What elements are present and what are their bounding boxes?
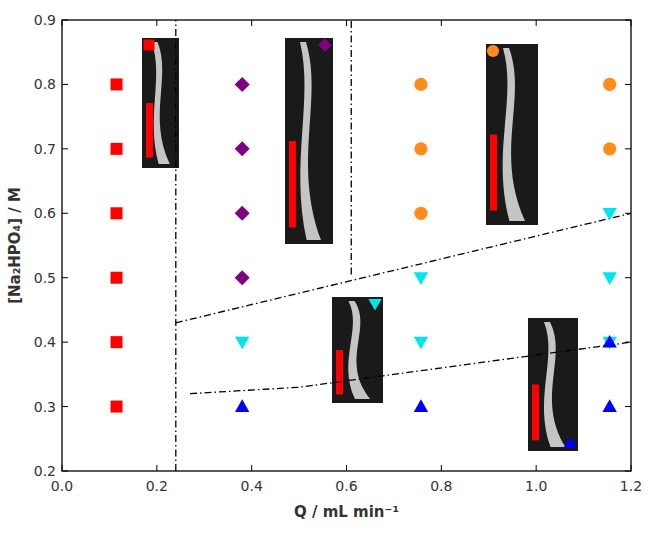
data-point	[602, 272, 616, 285]
y-axis-title: [Na₂HPO₄] / M	[6, 187, 24, 304]
y-tick	[62, 471, 68, 472]
y-tick	[62, 84, 68, 85]
data-point	[111, 207, 123, 219]
x-tick	[536, 20, 537, 26]
boundary-line	[175, 20, 176, 471]
inset-plume	[300, 42, 321, 240]
data-point	[603, 78, 616, 91]
plot-marks	[111, 20, 631, 471]
inset-plume	[544, 322, 566, 447]
y-tick	[625, 20, 631, 21]
inset-photo	[528, 318, 578, 451]
data-point	[235, 141, 250, 156]
inset-photo	[332, 297, 383, 403]
data-point	[414, 207, 427, 220]
scale-bar	[490, 135, 497, 211]
marker	[144, 40, 155, 51]
x-tick	[346, 20, 347, 26]
x-tick-label: 1.2	[620, 478, 642, 494]
y-tick	[62, 20, 68, 21]
data-point	[235, 270, 250, 285]
data-point	[111, 401, 123, 413]
data-point	[414, 399, 428, 412]
inset-plume	[503, 48, 525, 221]
y-tick	[62, 406, 68, 407]
inset-plume	[348, 301, 370, 399]
y-tick	[625, 277, 631, 278]
y-tick	[62, 148, 68, 149]
x-tick	[441, 465, 442, 471]
x-tick-label: 0.4	[241, 478, 263, 494]
y-tick-label: 0.7	[34, 141, 56, 157]
data-point	[111, 143, 123, 155]
data-point	[414, 272, 428, 285]
boundary-line	[351, 20, 352, 274]
x-tick-label: 1.0	[525, 478, 547, 494]
x-tick	[441, 20, 442, 26]
data-point	[111, 336, 123, 348]
y-tick	[625, 406, 631, 407]
x-tick-label: 0.0	[51, 478, 73, 494]
data-point	[111, 272, 123, 284]
inset-plume	[152, 42, 170, 164]
x-tick	[631, 20, 632, 26]
y-tick-label: 0.9	[34, 12, 56, 28]
x-tick	[536, 465, 537, 471]
marker	[318, 38, 332, 52]
data-point	[235, 206, 250, 221]
marker	[563, 436, 576, 448]
x-tick	[251, 465, 252, 471]
y-tick	[625, 342, 631, 343]
y-tick-label: 0.5	[34, 270, 56, 286]
x-tick	[346, 465, 347, 471]
marker	[487, 45, 499, 57]
x-tick	[62, 20, 63, 26]
x-tick-label: 0.8	[430, 478, 452, 494]
x-tick	[251, 20, 252, 26]
x-tick-label: 0.2	[146, 478, 168, 494]
y-tick	[625, 84, 631, 85]
y-tick	[62, 213, 68, 214]
inset-photo	[142, 38, 179, 168]
y-tick	[62, 342, 68, 343]
data-point	[111, 78, 123, 90]
plot-frame	[62, 20, 631, 471]
inset-photo	[285, 38, 333, 244]
y-tick-label: 0.4	[34, 334, 56, 350]
boundary-line	[176, 213, 631, 323]
y-tick	[625, 148, 631, 149]
data-point	[235, 399, 249, 412]
x-tick	[631, 465, 632, 471]
boundary-line	[190, 342, 631, 394]
data-point	[602, 208, 616, 221]
x-tick	[156, 465, 157, 471]
data-point	[235, 337, 249, 350]
marker	[368, 299, 381, 311]
data-point	[603, 142, 616, 155]
y-tick	[625, 471, 631, 472]
data-point	[602, 399, 616, 412]
y-tick-label: 0.2	[34, 463, 56, 479]
y-tick-label: 0.8	[34, 76, 56, 92]
scale-bar	[336, 350, 343, 395]
x-tick-label: 0.6	[335, 478, 357, 494]
data-point	[414, 337, 428, 350]
x-tick	[156, 20, 157, 26]
scale-bar	[532, 385, 539, 441]
y-tick-label: 0.6	[34, 205, 56, 221]
y-tick-label: 0.3	[34, 399, 56, 415]
insets	[142, 38, 578, 451]
data-point	[602, 335, 616, 348]
data-point	[414, 78, 427, 91]
data-point	[414, 142, 427, 155]
scale-bar	[289, 141, 296, 228]
inset-photo	[486, 44, 538, 225]
x-tick	[62, 465, 63, 471]
y-tick	[62, 277, 68, 278]
scale-bar	[146, 103, 153, 158]
y-tick	[625, 213, 631, 214]
data-point	[235, 77, 250, 92]
x-axis-title: Q / mL min⁻¹	[294, 503, 399, 521]
